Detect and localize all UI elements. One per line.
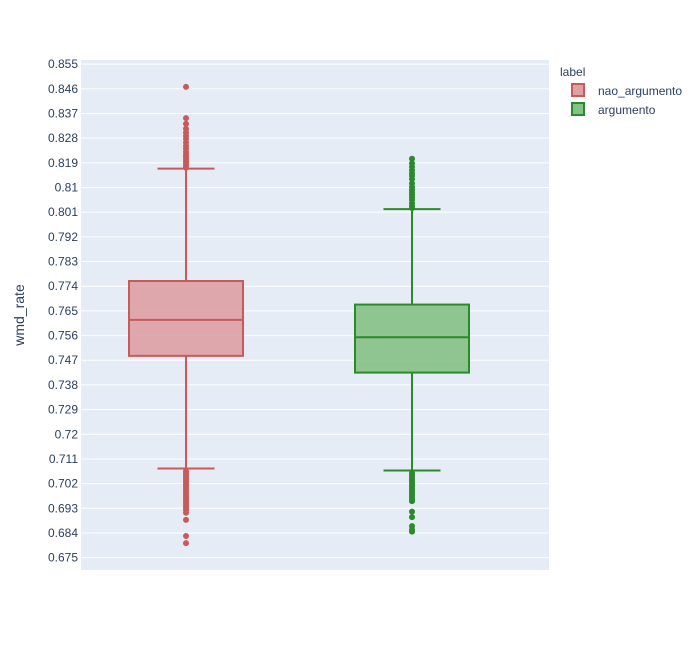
y-tick-label: 0.783 [48,255,78,269]
legend[interactable]: label nao_argumento argumento [560,65,682,117]
outlier-point [409,498,415,505]
legend-item-nao_argumento[interactable]: nao_argumento [571,83,682,98]
boxes [128,83,470,547]
y-tick-label: 0.828 [48,131,78,145]
box-argumento[interactable] [354,155,470,535]
y-tick-label: 0.738 [48,378,78,392]
y-tick-label: 0.801 [48,205,78,219]
gridlines [81,63,549,559]
outlier-point [183,115,189,122]
y-tick-label: 0.747 [48,353,78,367]
y-tick-label: 0.765 [48,304,78,318]
y-tick-label: 0.684 [48,526,78,540]
outlier-point [409,514,415,521]
outlier-point [409,508,415,515]
y-tick-label: 0.846 [48,82,78,96]
y-tick-labels: 0.675 0.684 0.693 0.702 0.711 0.72 0.729 0.738 0… [48,57,78,565]
outlier-point [183,533,189,539]
y-tick-label: 0.774 [48,279,78,293]
outlier-point [183,540,189,547]
y-axis-title: wmd_rate [11,284,27,347]
outlier-point [183,164,189,171]
legend-item-argumento[interactable]: argumento [571,102,656,117]
outlier-point [183,83,189,90]
y-tick-label: 0.837 [48,106,78,120]
y-tick-label: 0.702 [48,477,78,491]
y-tick-label: 0.81 [55,181,79,195]
legend-label: nao_argumento [598,84,682,98]
outlier-point [409,155,415,162]
outlier-point [409,205,415,212]
legend-swatch [571,83,585,97]
y-tick-label: 0.675 [48,551,78,565]
legend-title: label [560,65,585,79]
outlier-point [409,176,415,182]
box-iqr [128,280,244,357]
outlier-point [183,120,189,127]
y-tick-label: 0.792 [48,230,78,244]
legend-label: argumento [598,103,656,117]
legend-swatch [571,102,585,116]
outlier-point [183,516,189,523]
y-tick-label: 0.819 [48,156,78,170]
outlier-point [409,528,415,535]
y-tick-label: 0.729 [48,403,78,417]
y-tick-label: 0.693 [48,501,78,515]
y-tick-label: 0.855 [48,57,78,71]
box-iqr [354,303,470,374]
box-nao_argumento[interactable] [128,83,244,547]
y-tick-label: 0.72 [55,427,79,441]
outlier-point [183,509,189,516]
y-tick-label: 0.756 [48,329,78,343]
y-tick-label: 0.711 [49,452,78,466]
